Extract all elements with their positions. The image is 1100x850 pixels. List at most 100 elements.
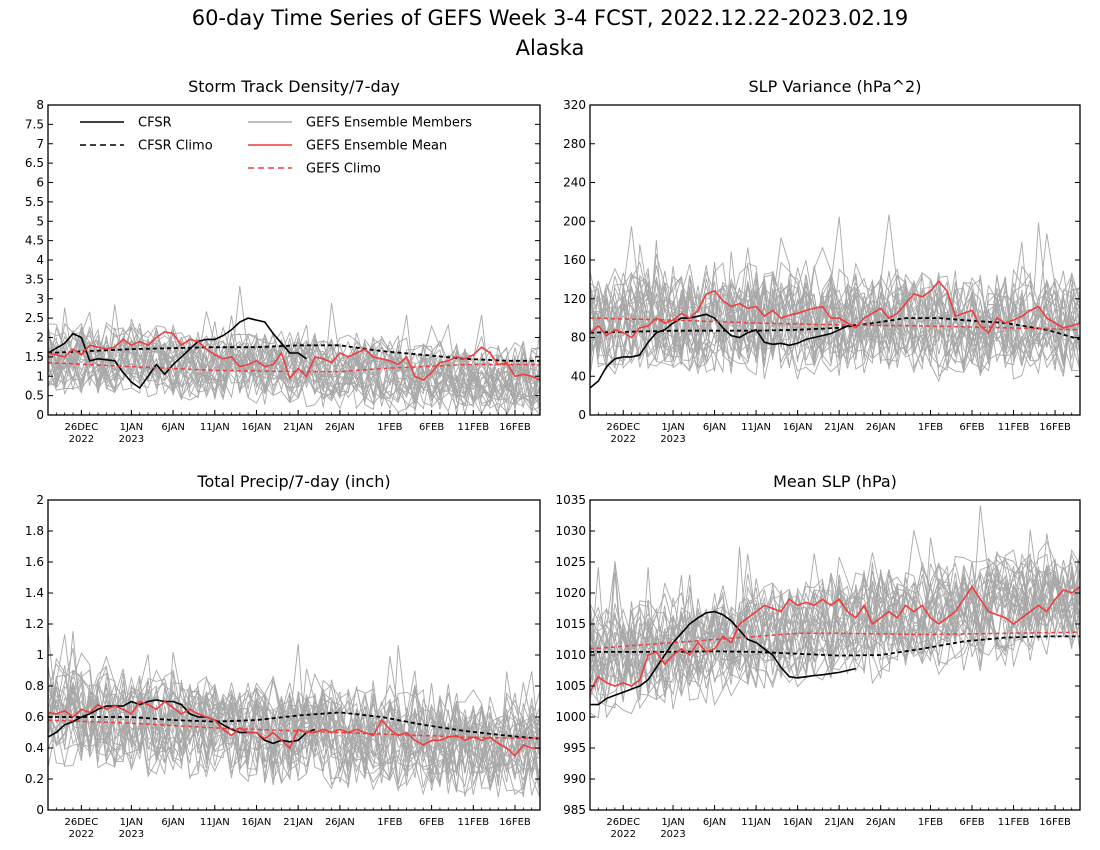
- ensemble-member-line: [590, 233, 1080, 360]
- y-tick-label: 1: [36, 648, 44, 662]
- ensemble-member-line: [48, 323, 540, 393]
- y-tick-label: 0: [36, 408, 44, 422]
- x-tick-year: 2023: [119, 434, 144, 445]
- x-tick-label: 1JAN: [120, 817, 143, 828]
- legend-item-gefs_climo: GEFS Climo: [248, 162, 381, 177]
- x-tick-label: 26DEC: [606, 817, 640, 828]
- ensemble-member-line: [590, 276, 1080, 367]
- y-tick-label: 995: [563, 741, 586, 755]
- x-tick-label: 6FEB: [959, 422, 984, 433]
- y-tick-label: 1005: [555, 679, 586, 693]
- x-tick-year: 2022: [69, 434, 94, 445]
- ensemble-member-line: [48, 680, 540, 786]
- x-tick-label: 16JAN: [242, 422, 272, 433]
- ensemble-member-line: [48, 668, 540, 793]
- gefs-climo-line: [590, 631, 1080, 650]
- x-tick-label: 26JAN: [325, 817, 355, 828]
- y-tick-label: 80: [571, 331, 586, 345]
- x-tick-label: 16FEB: [1039, 817, 1071, 828]
- x-tick-year: 2023: [660, 434, 685, 445]
- legend-item-cfsr_climo: CFSR Climo: [80, 139, 213, 154]
- chart-meanslp: Mean SLP (hPa) 985 990 995 1000 1005 1010 1015 1…: [555, 472, 1081, 840]
- ensemble-member-line: [48, 307, 540, 407]
- x-tick-year: 2022: [69, 829, 94, 840]
- x-tick-label: 16FEB: [1039, 422, 1071, 433]
- x-tick-label: 1FEB: [377, 817, 402, 828]
- legend-label: GEFS Climo: [306, 162, 381, 177]
- cfsr-climo-line: [590, 635, 1080, 657]
- x-tick-label: 26JAN: [325, 422, 355, 433]
- legend: CFSR CFSR Climo GEFS Ensemble Members GEFS …: [80, 116, 472, 177]
- y-tick-label: 1030: [555, 524, 586, 538]
- x-tick-label: 11FEB: [457, 817, 489, 828]
- y-tick-label: 1.6: [25, 555, 44, 569]
- ensemble-member-line: [48, 631, 540, 791]
- x-tick-label: 11FEB: [457, 422, 489, 433]
- ensemble-member-line: [48, 645, 540, 779]
- ensemble-member-line: [590, 529, 1080, 706]
- chart-storm: Storm Track Density/7-day 0 0.5 1 1.5 2 2.5 3 3.…: [25, 77, 541, 445]
- y-tick-label: 280: [563, 137, 586, 151]
- y-tick-label: 1010: [555, 648, 586, 662]
- y-tick-label: 3: [36, 292, 44, 306]
- y-tick-label: 0.6: [25, 710, 44, 724]
- x-tick-label: 11JAN: [200, 422, 230, 433]
- x-tick-label: 21JAN: [283, 422, 313, 433]
- ensemble-member-line: [590, 280, 1080, 380]
- ensemble-member-line: [48, 311, 540, 400]
- panels: Storm Track Density/7-day 0 0.5 1 1.5 2 2.5 3 3.…: [25, 77, 1081, 840]
- y-tick-label: 0.2: [25, 772, 44, 786]
- ensemble-mean-line: [590, 280, 1080, 339]
- chart-slpvar: SLP Variance (hPa^2) 0 40 80 120 160 200 240 280…: [563, 77, 1081, 445]
- plot-area-meanslp: [590, 505, 1080, 719]
- ensemble-member-line: [590, 546, 1080, 719]
- y-tick-label: 985: [563, 803, 586, 817]
- ensemble-mean-line: [48, 700, 540, 757]
- x-tick-label: 1JAN: [661, 817, 684, 828]
- y-tick-label: 4: [36, 253, 44, 267]
- ensemble-member-line: [48, 337, 540, 414]
- y-tick-label: 3.5: [25, 272, 44, 286]
- x-tick-label: 21JAN: [283, 817, 313, 828]
- x-tick-label: 6JAN: [703, 817, 726, 828]
- x-tick-label: 16JAN: [242, 817, 272, 828]
- x-tick-label: 6JAN: [161, 422, 184, 433]
- y-tick-label: 8: [36, 98, 44, 112]
- x-tick-year: 2023: [119, 829, 144, 840]
- cfsr-climo-line: [590, 317, 1080, 341]
- chart-title-precip: Total Precip/7-day (inch): [196, 472, 390, 491]
- ensemble-member-line: [590, 570, 1080, 704]
- figure-title: 60-day Time Series of GEFS Week 3-4 FCST…: [192, 6, 909, 30]
- ensemble-member-line: [590, 553, 1080, 680]
- x-tick-label: 1FEB: [377, 422, 402, 433]
- figure-region: Alaska: [516, 36, 585, 60]
- y-tick-label: 1025: [555, 555, 586, 569]
- x-tick-label: 26DEC: [606, 422, 640, 433]
- ensemble-member-line: [590, 222, 1080, 360]
- y-tick-label: 1000: [555, 710, 586, 724]
- y-tick-label: 5.5: [25, 195, 44, 209]
- ensemble-member-line: [590, 270, 1080, 363]
- ensemble-member-line: [590, 274, 1080, 371]
- x-tick-label: 11FEB: [998, 817, 1030, 828]
- plot-area-storm: [48, 286, 540, 415]
- plot-area-precip: [48, 631, 540, 799]
- x-tick-label: 16JAN: [783, 422, 813, 433]
- y-tick-label: 240: [563, 176, 586, 190]
- ensemble-member-line: [590, 575, 1080, 710]
- y-tick-label: 200: [563, 214, 586, 228]
- ensemble-mean-line: [590, 585, 1080, 693]
- y-tick-label: 1020: [555, 586, 586, 600]
- chart-title-slpvar: SLP Variance (hPa^2): [749, 77, 922, 96]
- ensemble-mean-line: [48, 330, 540, 382]
- legend-label: CFSR Climo: [138, 139, 213, 154]
- ensemble-member-line: [590, 563, 1080, 719]
- chart-title-storm: Storm Track Density/7-day: [188, 77, 400, 96]
- ensemble-member-line: [48, 331, 540, 415]
- cfsr-line: [590, 610, 856, 706]
- x-tick-label: 6JAN: [703, 422, 726, 433]
- x-tick-label: 21JAN: [824, 817, 854, 828]
- chart-precip: Total Precip/7-day (inch)00.20.40.60.811…: [25, 472, 541, 840]
- x-tick-label: 11JAN: [741, 422, 771, 433]
- ensemble-member-line: [590, 226, 1080, 363]
